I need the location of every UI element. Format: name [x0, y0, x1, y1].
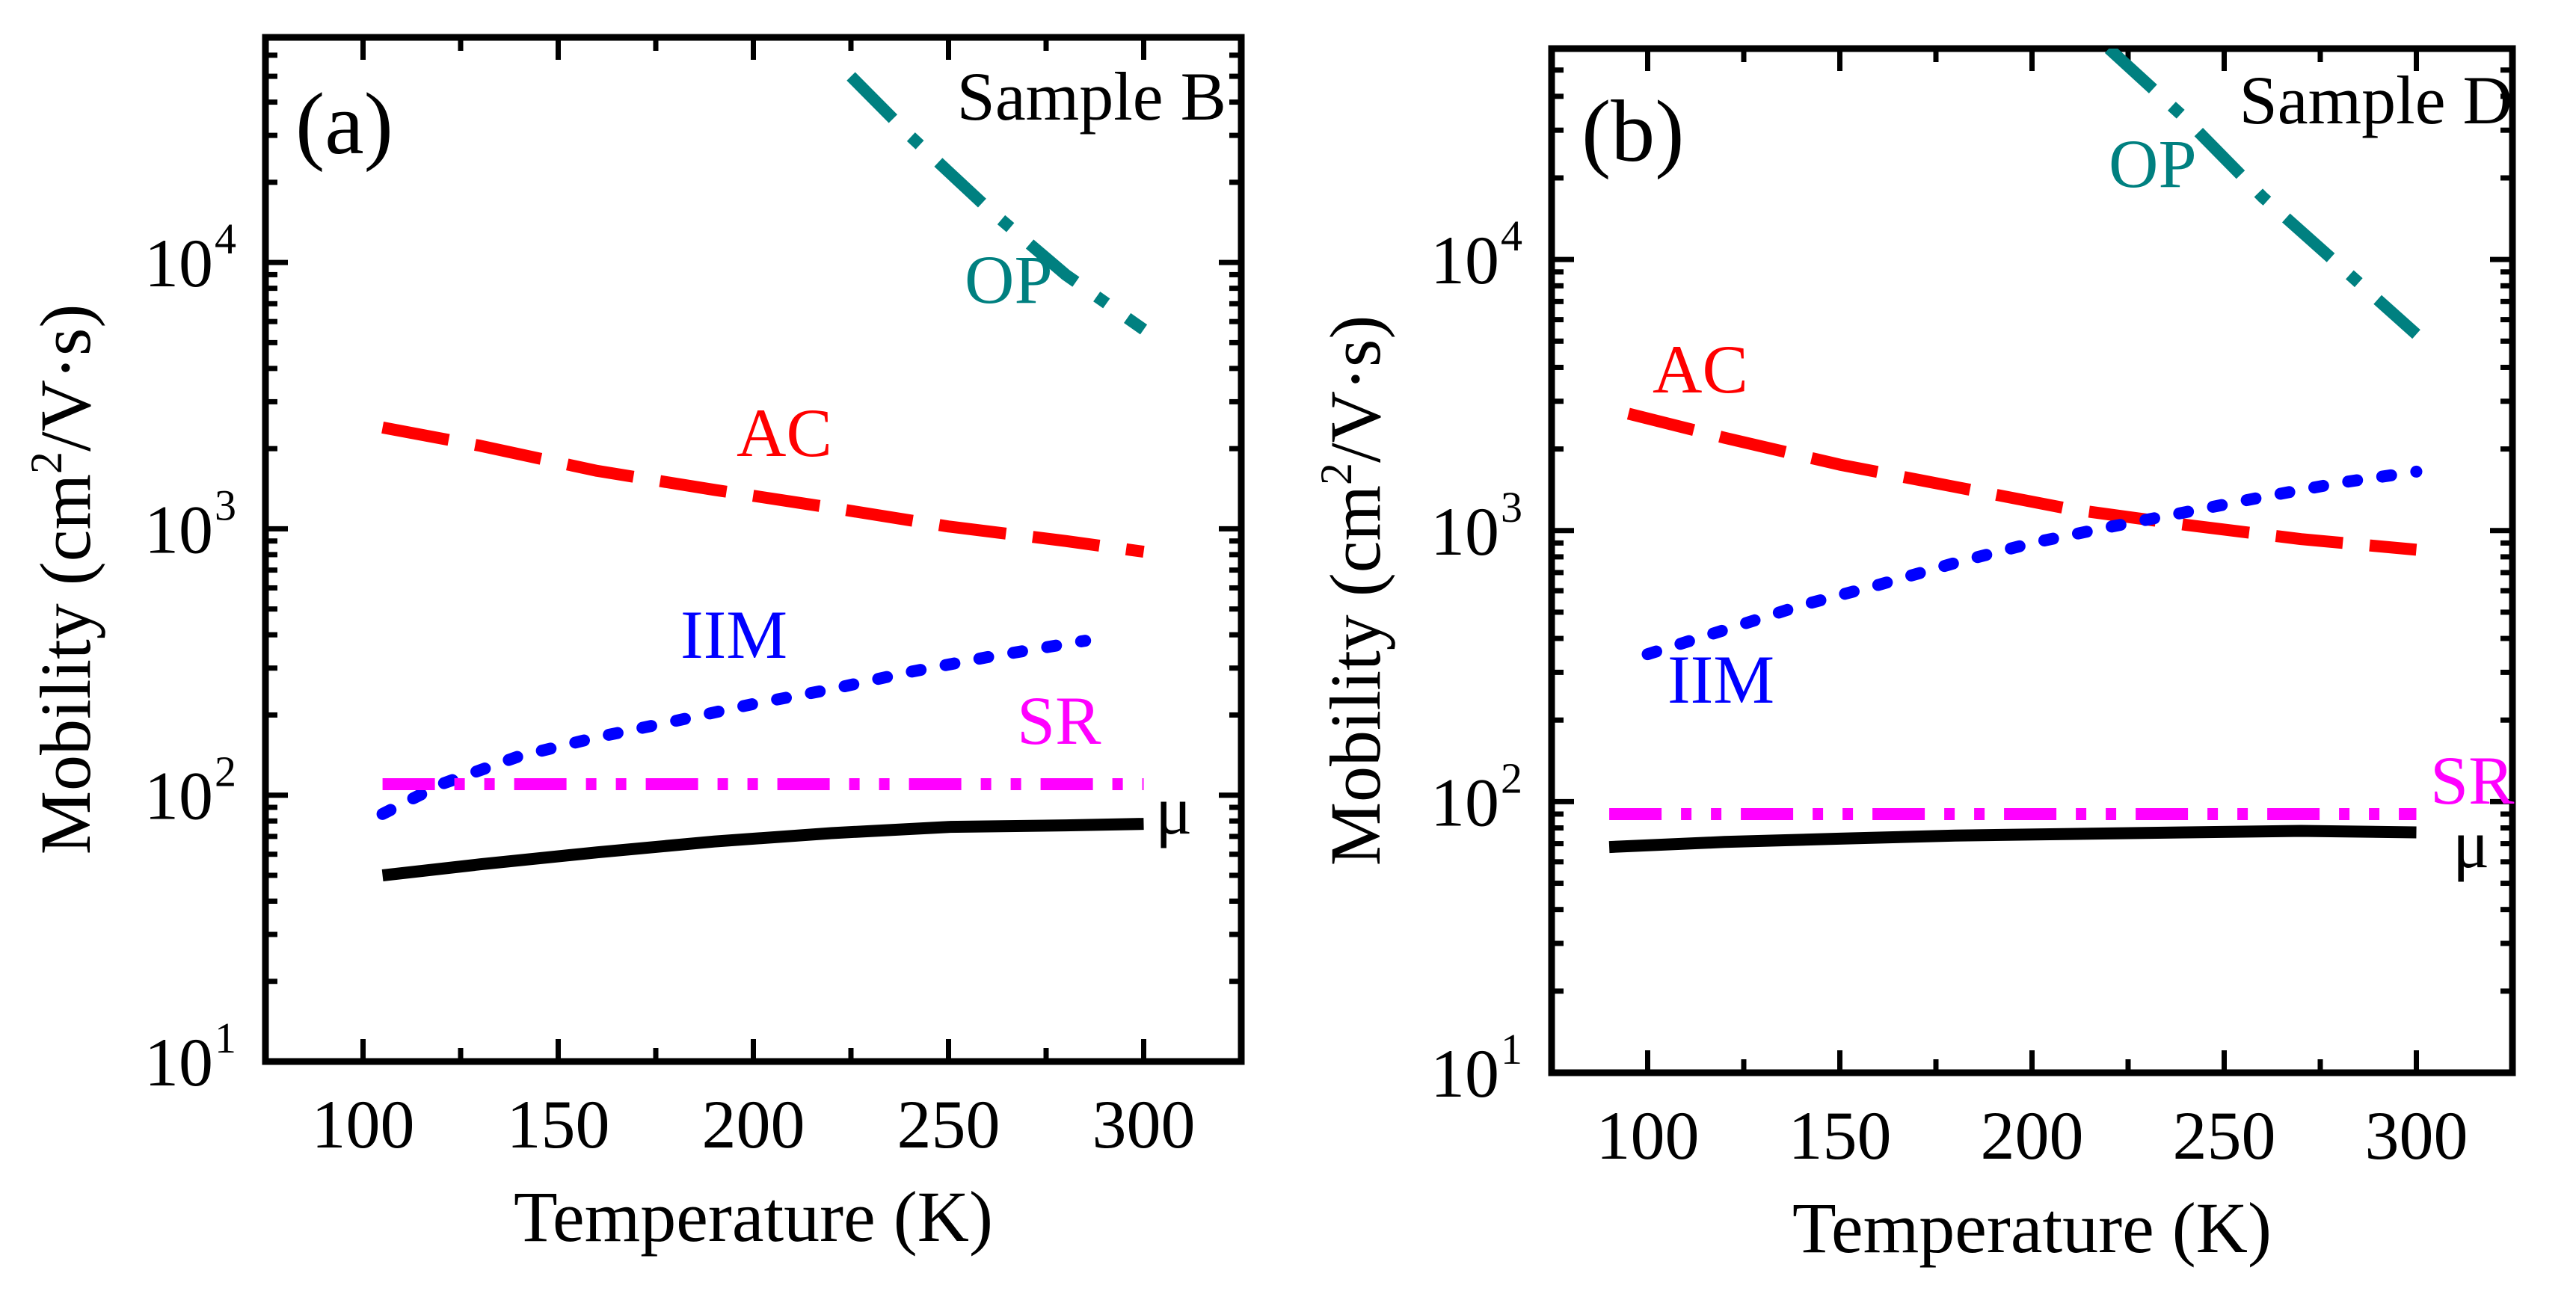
series-label-μ: μ [2453, 806, 2489, 882]
x-tick-label: 300 [1092, 1086, 1196, 1162]
series-line-IIM [1641, 465, 2423, 661]
y-tick-label: 10 [144, 758, 213, 834]
series-line-μ [1608, 825, 2417, 854]
y-tick-exponent: 4 [215, 215, 236, 263]
series-line-μ [381, 818, 1144, 881]
x-axis-title: Temperature (K) [514, 1177, 993, 1257]
y-axis-title-tail: /V·s) [1315, 315, 1395, 463]
y-tick-exponent: 1 [215, 1014, 236, 1062]
sample-label: Sample D [2240, 62, 2512, 138]
y-tick-exponent: 4 [1501, 212, 1522, 260]
series-group [1608, 49, 2423, 854]
x-tick-label: 150 [1789, 1097, 1892, 1174]
y-tick-exponent: 2 [215, 748, 236, 796]
x-tick-label: 250 [897, 1086, 1000, 1162]
panel-label: (b) [1581, 82, 1685, 180]
series-line-AC [1626, 407, 2417, 556]
series-label-OP: OP [2109, 126, 2197, 202]
series-label-OP: OP [965, 241, 1053, 318]
series-label-SR: SR [1017, 683, 1101, 759]
series-line-IIM [376, 635, 1092, 820]
series-line-OP [846, 72, 1148, 335]
y-tick-exponent: 3 [215, 481, 236, 529]
y-tick-label: 10 [1430, 764, 1499, 840]
series-label-μ: μ [1155, 772, 1192, 848]
x-tick-label: 100 [312, 1086, 415, 1162]
x-tick-label: 200 [702, 1086, 805, 1162]
x-tick-label: 300 [2365, 1097, 2468, 1174]
y-tick-label: 10 [144, 491, 213, 567]
y-axis-title-main: Mobility (cm [1315, 485, 1395, 866]
series-label-AC: AC [1653, 331, 1748, 407]
plot-frame [1548, 45, 2516, 1076]
x-tick-label: 250 [2173, 1097, 2276, 1174]
y-tick-label: 10 [1430, 493, 1499, 570]
series-line-OP [2104, 49, 2420, 339]
y-tick-exponent: 3 [1501, 483, 1522, 532]
y-tick-label: 10 [1430, 222, 1499, 298]
y-tick-exponent: 2 [1501, 754, 1522, 802]
y-tick-label: 10 [1430, 1035, 1499, 1112]
y-axis-title-main: Mobility (cm [25, 474, 105, 854]
x-tick-label: 100 [1596, 1097, 1700, 1174]
y-tick-label: 10 [144, 1024, 213, 1100]
y-axis-title-sup: 2 [1312, 463, 1361, 485]
y-axis-title: Mobility (cm2/V·s) [22, 304, 105, 855]
series-line-AC [381, 422, 1145, 558]
x-axis-title: Temperature (K) [1792, 1188, 2272, 1268]
panel-label: (a) [295, 75, 393, 173]
series-label-IIM: IIM [680, 597, 787, 673]
y-axis-title-sup: 2 [22, 452, 71, 474]
series-label-AC: AC [737, 395, 832, 471]
series-label-SR: SR [2430, 742, 2515, 819]
sample-label: Sample B [957, 58, 1226, 135]
y-axis-title-tail: /V·s) [25, 304, 105, 452]
x-tick-label: 200 [1981, 1097, 2084, 1174]
series-group [376, 72, 1148, 881]
x-tick-label: 150 [507, 1086, 610, 1162]
series-label-IIM: IIM [1667, 641, 1774, 718]
y-axis-title: Mobility (cm2/V·s) [1312, 315, 1395, 866]
y-tick-exponent: 1 [1501, 1025, 1522, 1073]
y-tick-label: 10 [144, 225, 213, 301]
